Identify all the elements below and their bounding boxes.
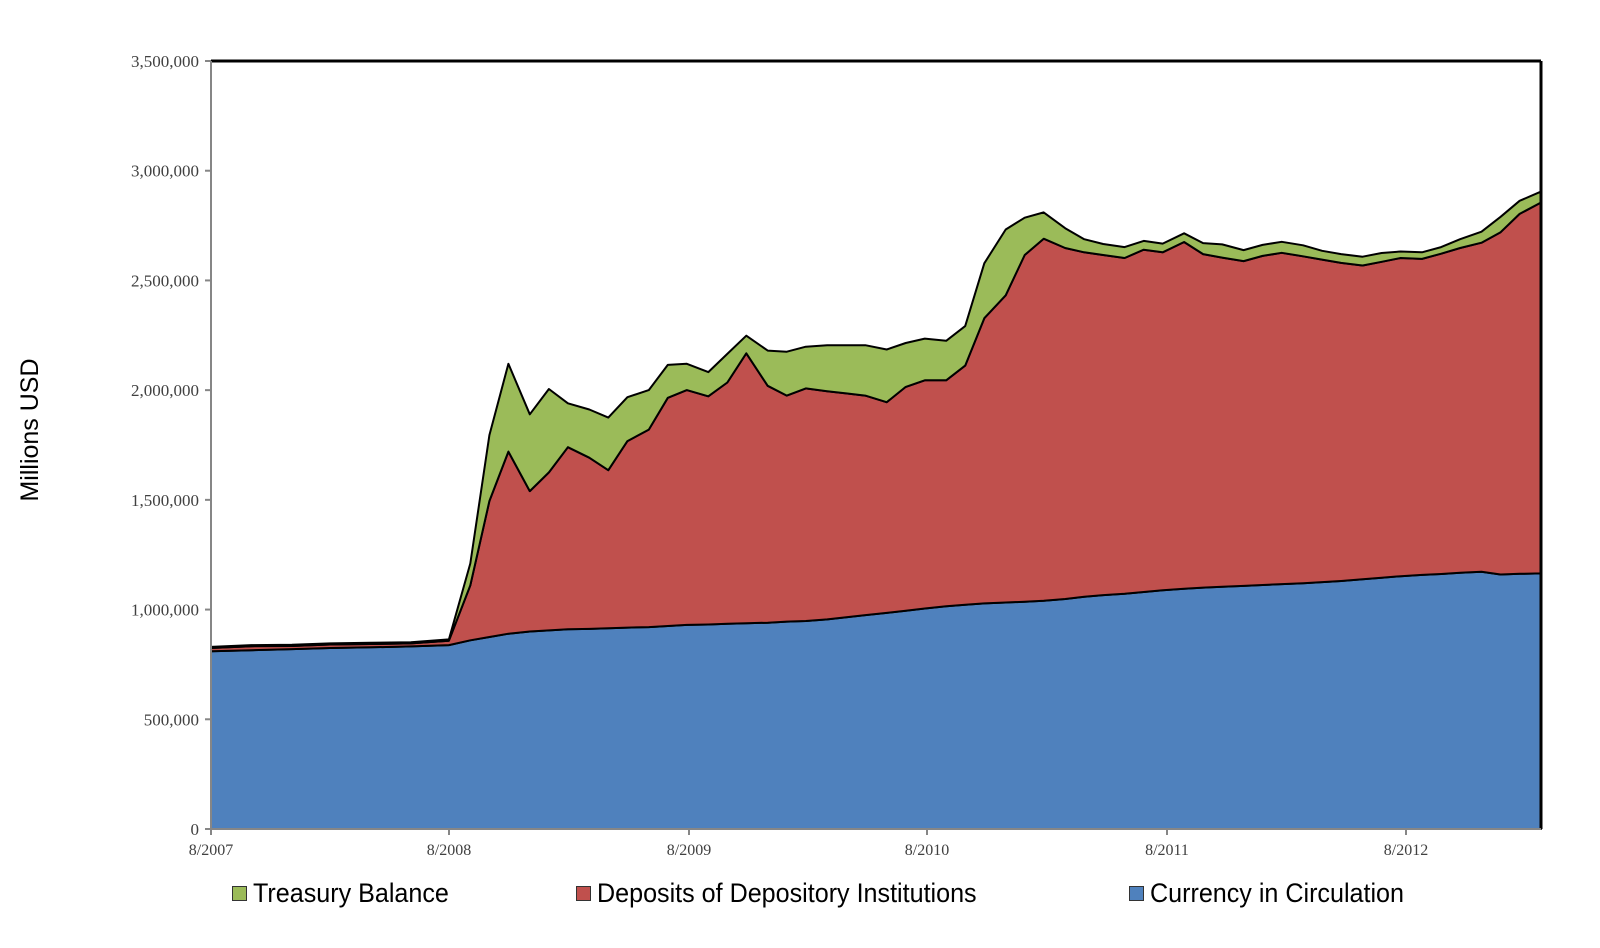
y-axis-ticks: 0 500,000 1,000,000 1,500,000 2,000,000 2,500… [131, 52, 211, 839]
x-tick-label: 8/2010 [905, 842, 949, 859]
y-tick-label: 1,000,000 [131, 601, 199, 620]
y-axis-title: Millions USD [16, 358, 44, 501]
y-tick-label: 3,500,000 [131, 52, 199, 71]
x-tick-label: 8/2011 [1145, 842, 1189, 859]
x-tick-label: 8/2007 [189, 842, 233, 859]
legend-label: Treasury Balance [253, 878, 449, 908]
y-tick-label: 2,000,000 [131, 381, 199, 400]
legend-swatch-red-icon [576, 886, 591, 901]
legend-swatch-blue-icon [1129, 886, 1144, 901]
legend-swatch-green-icon [232, 886, 247, 901]
legend-item-currency: Currency in Circulation [1129, 878, 1423, 909]
x-tick-label: 8/2008 [427, 842, 471, 859]
legend-item-deposits: Deposits of Depository Institutions [576, 878, 1005, 909]
x-tick-label: 8/2009 [667, 842, 711, 859]
y-tick-label: 2,500,000 [131, 271, 199, 290]
y-tick-label: 500,000 [144, 710, 199, 729]
legend-item-treasury-balance: Treasury Balance [232, 878, 464, 909]
x-tick-label: 8/2012 [1384, 842, 1428, 859]
chart-legend: Treasury Balance Deposits of Depository … [0, 878, 1600, 918]
legend-label: Currency in Circulation [1150, 878, 1404, 908]
legend-label: Deposits of Depository Institutions [597, 878, 977, 908]
y-tick-label: 3,000,000 [131, 162, 199, 181]
x-axis-ticks: 8/2007 8/2008 8/2009 8/2010 8/2011 8/2012 [189, 829, 1428, 859]
y-tick-label: 0 [191, 820, 200, 839]
y-tick-label: 1,500,000 [131, 491, 199, 510]
